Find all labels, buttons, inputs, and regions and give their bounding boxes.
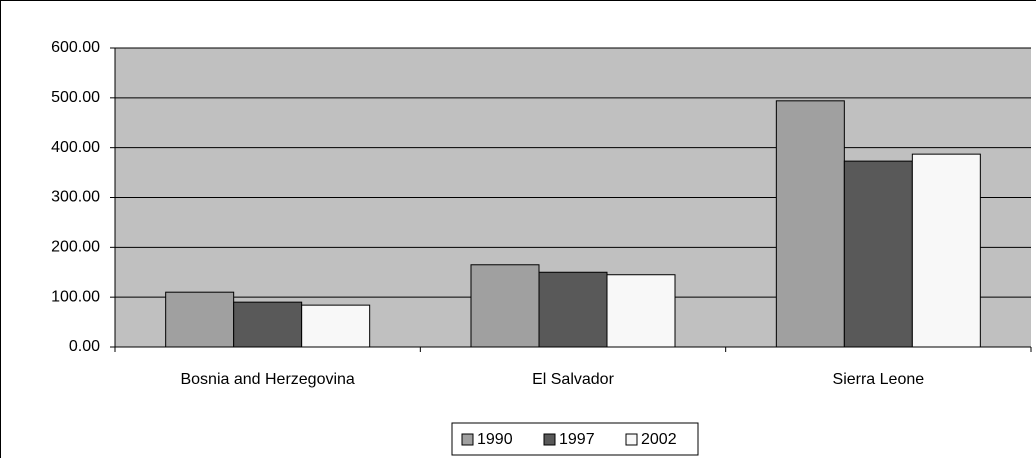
x-tick-label: El Salvador [532, 371, 614, 388]
legend-swatch [625, 433, 638, 446]
y-tick-label: 500.00 [51, 89, 100, 106]
x-tick-label: Bosnia and Herzegovina [180, 371, 354, 388]
bar [165, 291, 235, 348]
legend-swatch [543, 433, 556, 446]
bar [843, 160, 913, 348]
bar [233, 301, 303, 348]
y-tick-label: 600.00 [51, 39, 100, 56]
bar [911, 153, 981, 348]
y-tick-label: 100.00 [51, 288, 100, 305]
legend-label: 2002 [641, 431, 677, 448]
bar [470, 264, 540, 348]
bar [775, 100, 845, 348]
legend-label: 1990 [477, 431, 513, 448]
bar [606, 274, 676, 348]
legend-swatch [461, 433, 474, 446]
bar [538, 271, 608, 348]
x-tick-label: Sierra Leone [833, 371, 925, 388]
y-tick-label: 300.00 [51, 189, 100, 206]
y-tick-label: 400.00 [51, 139, 100, 156]
legend-box [451, 422, 699, 456]
y-tick-label: 0.00 [69, 338, 100, 355]
y-tick-label: 200.00 [51, 239, 100, 256]
bar [301, 304, 371, 348]
legend-label: 1997 [559, 431, 595, 448]
